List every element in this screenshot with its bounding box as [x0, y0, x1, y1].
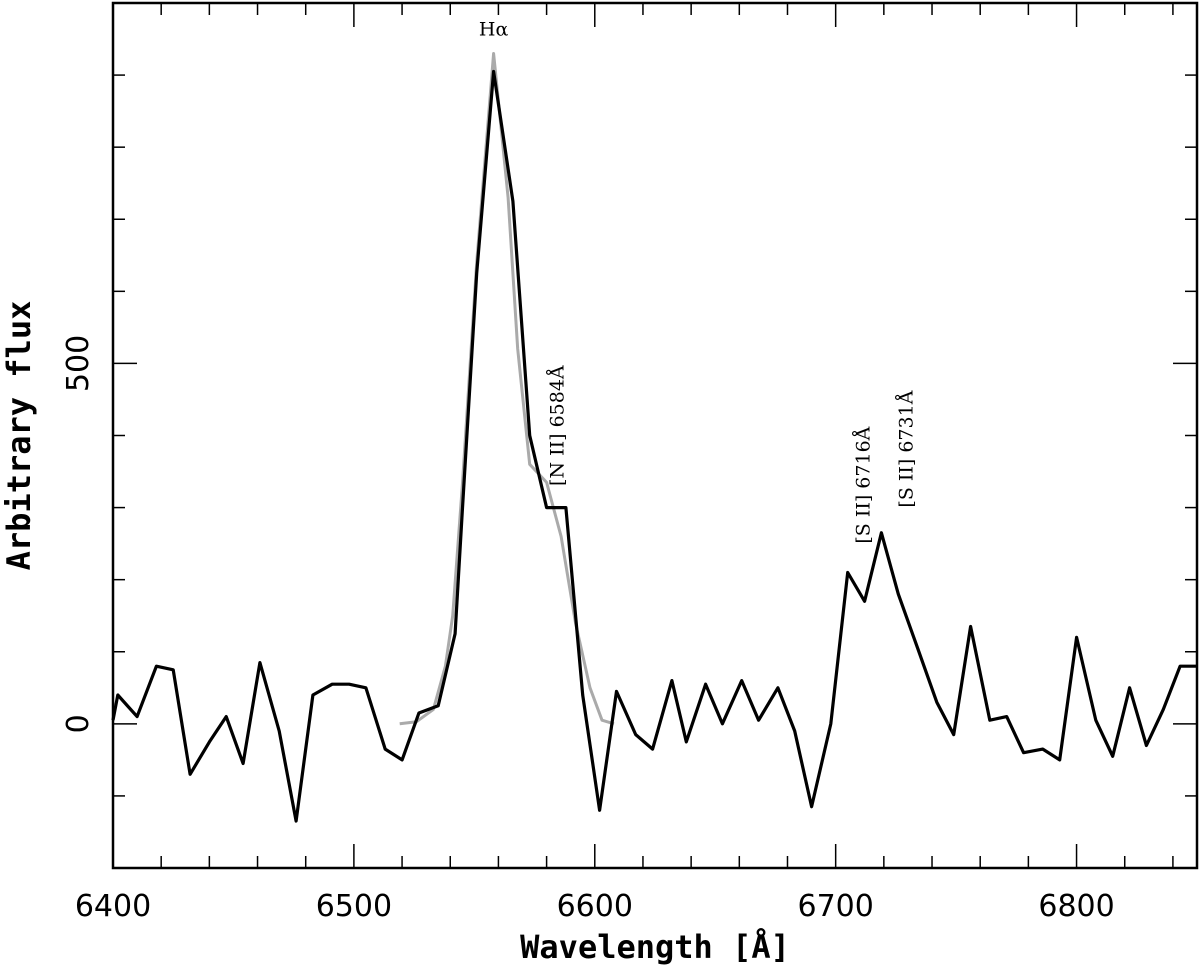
- tick-labels: 6400 6500 6600 6700 6800 0 500: [61, 335, 1115, 924]
- x-tick-label: 6700: [797, 889, 873, 924]
- fit-series-line: [399, 52, 615, 726]
- x-tick-label: 6500: [316, 889, 392, 924]
- x-axis-label: Wavelength [Å]: [520, 928, 790, 966]
- x-tick-label: 6800: [1038, 889, 1114, 924]
- line-annotations: Hα [N II] 6584Å [S II] 6716Å [S II] 6731Å: [479, 18, 918, 543]
- axis-ticks: [112, 2, 1197, 869]
- line-annotation: Hα: [479, 18, 509, 40]
- observed-series-line: [111, 69, 1197, 823]
- y-axis-label: Arbitrary flux: [0, 301, 38, 571]
- x-tick-label: 6400: [75, 889, 151, 924]
- line-annotation: [N II] 6584Å: [546, 365, 568, 486]
- y-tick-label: 0: [61, 714, 96, 733]
- y-tick-label: 500: [61, 335, 96, 392]
- x-tick-label: 6600: [557, 889, 633, 924]
- line-annotation: [S II] 6716Å: [852, 426, 874, 543]
- line-annotation: [S II] 6731Å: [896, 390, 918, 507]
- plot-frame: [111, 1, 1199, 870]
